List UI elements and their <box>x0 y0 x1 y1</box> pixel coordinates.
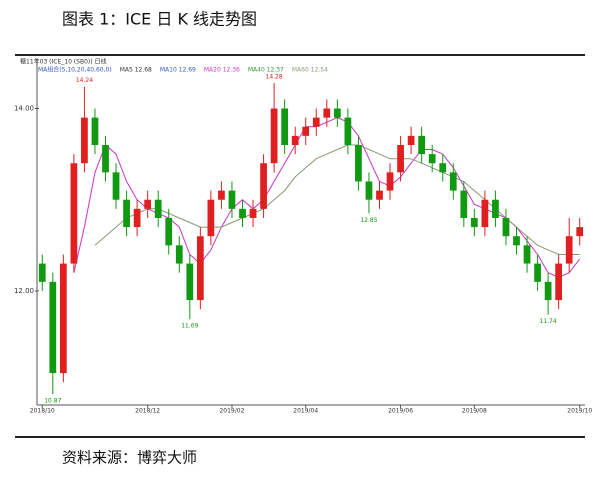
x-tick-label: 2018/10 <box>30 408 55 415</box>
candle-body <box>165 217 173 246</box>
candle-body <box>302 126 310 136</box>
candle-body <box>492 199 499 218</box>
candle-body <box>460 190 468 218</box>
candle-body <box>523 245 531 264</box>
high-label: 14.24 <box>76 77 93 84</box>
x-tick-label: 2019/06 <box>388 408 413 415</box>
candle-body <box>196 236 204 301</box>
candle-body <box>407 135 415 145</box>
candle-body <box>144 199 152 209</box>
candle-body <box>355 144 362 182</box>
candle-body <box>418 135 426 155</box>
candle-body <box>228 190 236 209</box>
candle-body <box>312 117 320 127</box>
candle-body <box>186 263 194 301</box>
candle-body <box>239 208 246 218</box>
candle-body <box>249 208 257 218</box>
x-tick-label: 2018/12 <box>135 408 160 415</box>
candle-body <box>481 199 489 228</box>
candle-body <box>281 108 289 145</box>
x-tick-label: 2019/02 <box>219 408 244 415</box>
x-tick-label: 2019/08 <box>462 408 487 415</box>
candle-body <box>38 263 46 282</box>
candle-body <box>260 163 267 209</box>
candle-body <box>376 190 383 200</box>
candle-body <box>323 108 331 118</box>
x-tick-label: 2019/04 <box>293 408 318 415</box>
candle-body <box>534 263 541 282</box>
low-label: 10.87 <box>44 398 61 405</box>
candle-body <box>133 208 141 228</box>
candle-body <box>123 199 130 228</box>
legend-text: MA60 12.54 <box>292 67 328 74</box>
y-tick-label: 14.00 <box>14 104 34 112</box>
legend-text: MA组合(5,10,20,40,60,0) <box>38 66 112 74</box>
candle-body <box>428 154 436 164</box>
candle-body <box>154 199 162 218</box>
legend-text: MA20 12.36 <box>204 67 240 74</box>
page-title: 图表 1：ICE 日 K 线走势图 <box>62 10 257 29</box>
candle-body <box>576 227 584 237</box>
y-tick-label: 12.00 <box>14 287 34 295</box>
candle-body <box>102 144 109 173</box>
candle-body <box>333 108 341 118</box>
candle-body <box>513 236 520 246</box>
low-label: 11.74 <box>540 318 557 325</box>
high-label: 14.28 <box>266 73 283 80</box>
ma-line <box>94 144 580 255</box>
candle-body <box>565 236 573 264</box>
low-label: 11.69 <box>181 323 198 330</box>
source: 资料来源：博弈大师 <box>62 449 197 467</box>
candle-body <box>218 190 225 200</box>
candle-body <box>502 217 510 237</box>
low-label: 12.85 <box>360 217 377 224</box>
legend-text: MA10 12.69 <box>160 67 196 74</box>
candle-body <box>555 263 563 301</box>
legend-text: MA40 12.37 <box>248 67 284 74</box>
candle-body <box>470 217 478 228</box>
candle-body <box>344 117 352 145</box>
candle-body <box>175 245 183 264</box>
instrument: 糖11年03 (ICE_10 (SB0)) 日线 <box>20 58 106 66</box>
candle-body <box>544 281 552 301</box>
candle-body <box>49 281 57 374</box>
candle-body <box>291 135 299 145</box>
candle-body <box>270 108 278 164</box>
legend-text: MA5 12.68 <box>120 67 152 74</box>
x-tick-label: 2019/10 <box>567 408 592 415</box>
candle-body <box>81 117 88 164</box>
candle-body <box>112 172 120 200</box>
candle-body <box>207 199 215 237</box>
candle-body <box>91 117 99 145</box>
ma-line <box>73 117 581 278</box>
candle-body <box>439 163 447 173</box>
candle-body <box>449 172 457 191</box>
candle-body <box>365 181 373 200</box>
candle-body <box>59 263 67 374</box>
candle-body <box>397 144 404 173</box>
candle-body <box>386 172 394 191</box>
candle-body <box>70 163 78 264</box>
